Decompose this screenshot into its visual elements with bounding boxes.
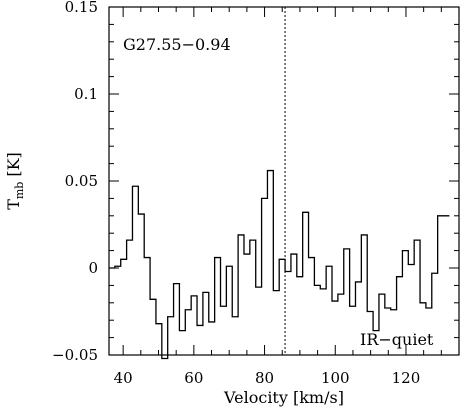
- source-label: G27.55−0.94: [123, 35, 231, 54]
- x-axis-label: Velocity [km/s]: [223, 388, 344, 407]
- x-tick-label: 120: [392, 369, 421, 387]
- y-tick-label: 0.15: [65, 0, 98, 16]
- y-tick-label: 0.1: [74, 85, 98, 103]
- tick-marks: [109, 6, 460, 356]
- x-tick-label: 100: [321, 369, 350, 387]
- y-axis-label: Tmb [K]: [4, 152, 26, 210]
- svg-text:Tmb[K]: Tmb [K]: [4, 152, 26, 210]
- x-tick-label: 60: [184, 369, 203, 387]
- y-tick-label: 0.05: [65, 172, 98, 190]
- spectrum-series: [109, 169, 450, 360]
- plot-frame: [108, 6, 460, 356]
- x-tick-label: 80: [255, 369, 274, 387]
- y-label-subscript: mb: [13, 182, 26, 199]
- y-tick-label: −0.05: [52, 346, 98, 364]
- y-tick-label: 0: [88, 259, 98, 277]
- tick-labels: 40 60 80 100 120 −0.05 0 0.05 0.1 0.15: [52, 0, 420, 387]
- x-tick-label: 40: [114, 369, 133, 387]
- y-label-main: T: [4, 199, 23, 210]
- class-label: IR−quiet: [360, 330, 434, 349]
- y-label-unit: [K]: [4, 152, 23, 176]
